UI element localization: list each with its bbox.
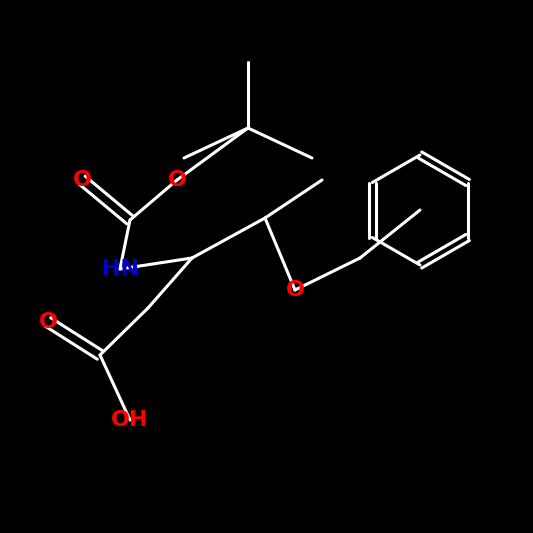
Text: O: O (167, 170, 187, 190)
Text: HN: HN (101, 259, 139, 279)
Text: OH: OH (111, 410, 149, 430)
Text: O: O (38, 312, 58, 332)
Text: O: O (72, 170, 92, 190)
Text: O: O (286, 280, 304, 300)
